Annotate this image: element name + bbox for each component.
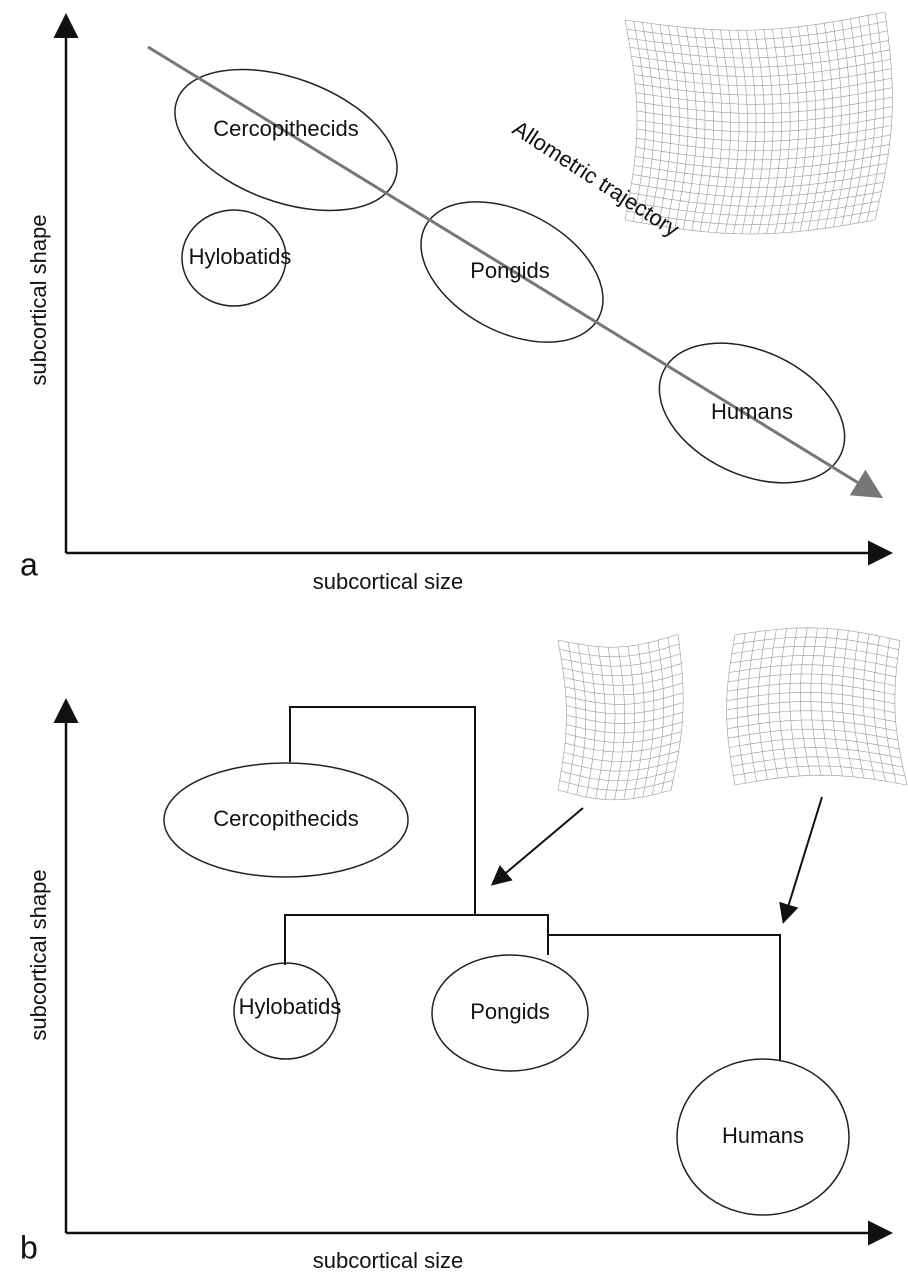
grid-line bbox=[895, 641, 907, 785]
grid-line bbox=[567, 642, 576, 792]
y-axis-label: subcortical shape bbox=[26, 214, 51, 385]
group-label: Humans bbox=[711, 399, 793, 424]
figure: Cercopithecids Hylobatids Pongids Humans… bbox=[0, 0, 908, 1281]
group-label: Pongids bbox=[470, 999, 550, 1024]
grid-line bbox=[643, 643, 654, 797]
arrow bbox=[494, 808, 583, 883]
group-label: Hylobatids bbox=[239, 994, 342, 1019]
grid-line bbox=[874, 636, 886, 781]
grid-line bbox=[627, 22, 887, 40]
grid-line bbox=[628, 31, 887, 49]
grid-line bbox=[850, 17, 867, 224]
grid-line bbox=[732, 757, 903, 767]
grid-line bbox=[558, 640, 566, 790]
deformation-grid bbox=[625, 12, 892, 234]
deformation-grid bbox=[558, 634, 683, 799]
group-label: Humans bbox=[722, 1123, 804, 1148]
grid-line bbox=[833, 20, 850, 227]
grid-line bbox=[632, 182, 884, 197]
arrow bbox=[784, 797, 822, 920]
x-axis-label: subcortical size bbox=[313, 1248, 463, 1273]
deformation-grid bbox=[727, 628, 907, 785]
grid-line bbox=[825, 22, 841, 228]
grid-line bbox=[633, 173, 885, 188]
panel-b: Cercopithecids Hylobatids Pongids Humans… bbox=[20, 628, 907, 1273]
grid-line bbox=[735, 775, 907, 785]
panel-label: a bbox=[20, 546, 38, 582]
group-label: Cercopithecids bbox=[213, 116, 359, 141]
x-axis-label: subcortical size bbox=[313, 569, 463, 594]
grid-line bbox=[730, 748, 901, 758]
y-axis-label: subcortical shape bbox=[26, 869, 51, 1040]
panel-a: Cercopithecids Hylobatids Pongids Humans… bbox=[20, 12, 892, 594]
grid-line bbox=[842, 19, 859, 226]
grid-line bbox=[558, 634, 678, 647]
group-label: Hylobatids bbox=[189, 244, 292, 269]
grid-line bbox=[630, 192, 881, 207]
group-label: Pongids bbox=[470, 258, 550, 283]
group-label: Cercopithecids bbox=[213, 806, 359, 831]
grid-line bbox=[625, 12, 885, 30]
grid-line bbox=[577, 644, 586, 795]
grid-line bbox=[671, 634, 683, 790]
grid-line bbox=[630, 40, 889, 58]
grid-line bbox=[632, 50, 890, 67]
panel-label: b bbox=[20, 1229, 38, 1265]
